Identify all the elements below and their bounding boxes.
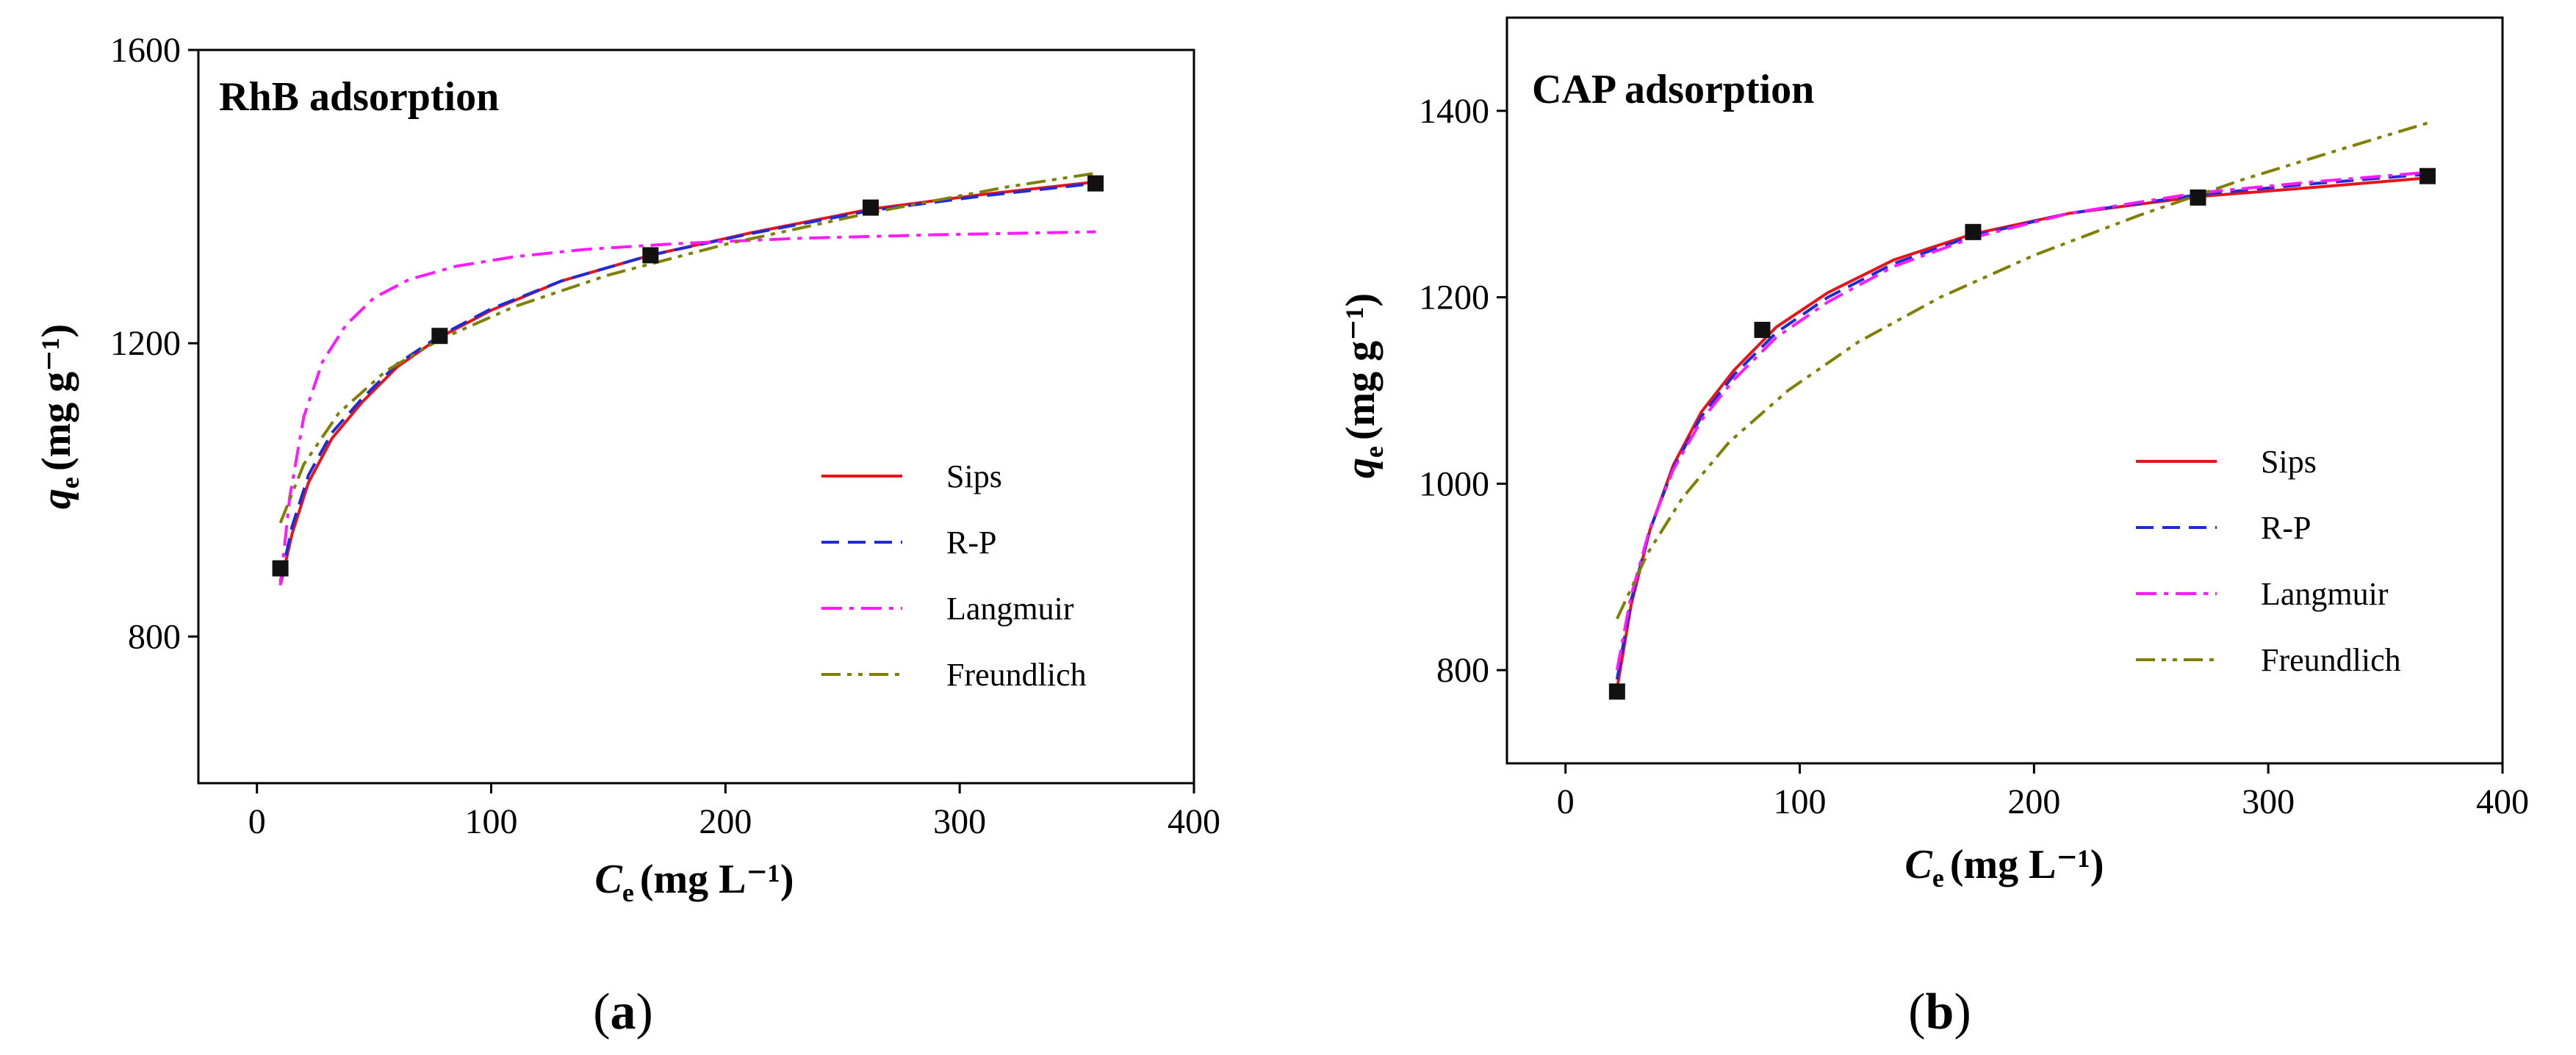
data-point [642, 247, 659, 264]
series-line-sips [1615, 176, 2428, 689]
series-line-r-p [278, 181, 1096, 582]
series-line-freundlich [278, 171, 1096, 524]
data-point [1965, 223, 1982, 240]
y-tick-label: 800 [128, 617, 181, 656]
x-tick-label: 100 [1774, 782, 1827, 821]
legend: Sips R-P Langmuir Freundlich [821, 458, 1087, 693]
plot-frame [1505, 16, 2504, 765]
y-tick-label: 1600 [110, 31, 181, 70]
x-tick-label: 400 [2476, 782, 2529, 821]
chart-title: CAP adsorption [1532, 67, 1814, 112]
panel-caption: (b) [1908, 984, 1971, 1040]
x-tick-label: 300 [2242, 782, 2295, 821]
x-tick-label: 200 [2007, 782, 2060, 821]
y-tick-label: 1000 [1419, 464, 1489, 503]
x-tick-label: 100 [465, 802, 518, 841]
legend-label: Freundlich [2261, 642, 2401, 678]
y-axis-label: qe(mg g⁻¹) [34, 324, 84, 509]
legend-label: Langmuir [946, 591, 1074, 627]
y-tick-label: 800 [1436, 651, 1489, 690]
series-line-langmuir [278, 230, 1096, 586]
legend-label: R-P [946, 525, 996, 561]
y-tick-label: 1200 [110, 324, 181, 363]
legend: Sips R-P Langmuir Freundlich [2136, 444, 2401, 678]
data-point [431, 328, 448, 345]
y-tick-label: 1200 [1419, 278, 1489, 317]
series-line-r-p [1615, 173, 2428, 680]
legend-label: Langmuir [2261, 576, 2389, 612]
y-axis-label: qe(mg g⁻¹) [1338, 293, 1389, 478]
data-point [1754, 322, 1771, 339]
legend-label: Sips [2261, 444, 2317, 480]
x-tick-label: 200 [699, 802, 752, 841]
legend-label: Freundlich [946, 657, 1087, 693]
data-point [2190, 189, 2206, 206]
x-tick-label: 300 [933, 802, 986, 841]
x-tick-label: 0 [248, 802, 266, 841]
plot-frame [197, 48, 1195, 785]
x-tick-label: 400 [1168, 802, 1220, 841]
series-line-freundlich [1615, 121, 2428, 620]
x-axis-label: Ce (mg L⁻¹) [1905, 842, 2104, 893]
x-axis-label: Ce (mg L⁻¹) [595, 857, 794, 907]
legend-label: R-P [2261, 510, 2311, 546]
chart-panel-b: 0 100 200 300 400 800 1000 1200 1400 CAP adsorpt… [1338, 16, 2529, 1040]
data-point [2419, 168, 2436, 184]
chart-title: RhB adsorption [219, 74, 499, 120]
x-tick-label: 0 [1557, 782, 1575, 821]
data-point [1087, 175, 1104, 192]
legend-label: Sips [946, 458, 1002, 494]
panel-caption: (a) [593, 984, 653, 1040]
y-tick-label: 1400 [1419, 92, 1489, 131]
series-line-langmuir [1615, 170, 2428, 671]
data-point [272, 560, 289, 577]
data-point [863, 199, 879, 216]
data-point [1608, 683, 1625, 700]
